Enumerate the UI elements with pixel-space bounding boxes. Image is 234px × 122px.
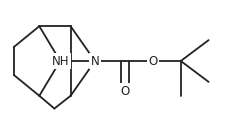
Text: O: O [121,85,130,98]
Text: N: N [91,55,99,67]
Text: O: O [148,55,157,67]
Text: NH: NH [51,55,69,67]
